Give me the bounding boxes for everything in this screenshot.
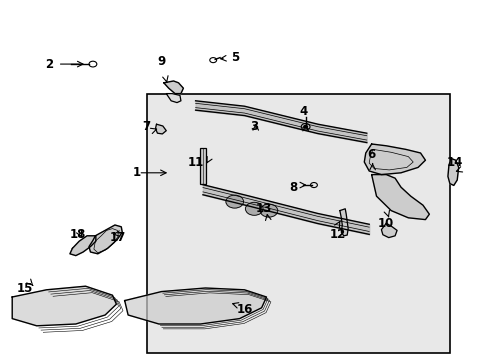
Text: 14: 14 bbox=[446, 156, 462, 168]
Polygon shape bbox=[70, 236, 96, 256]
Text: 3: 3 bbox=[250, 120, 258, 132]
Text: 2: 2 bbox=[45, 58, 53, 71]
Polygon shape bbox=[381, 223, 396, 238]
Circle shape bbox=[260, 204, 277, 217]
Text: 10: 10 bbox=[377, 217, 394, 230]
Circle shape bbox=[245, 202, 263, 215]
Polygon shape bbox=[124, 288, 266, 324]
Text: 5: 5 bbox=[230, 51, 238, 64]
Polygon shape bbox=[371, 175, 428, 220]
Polygon shape bbox=[12, 286, 116, 326]
Text: 16: 16 bbox=[236, 303, 252, 316]
Text: 6: 6 bbox=[367, 148, 375, 161]
Polygon shape bbox=[163, 81, 183, 94]
Polygon shape bbox=[89, 225, 122, 254]
Text: 11: 11 bbox=[187, 156, 203, 168]
Text: 4: 4 bbox=[299, 105, 306, 118]
Bar bbox=[200, 148, 206, 184]
Circle shape bbox=[303, 125, 307, 128]
Text: 13: 13 bbox=[255, 202, 272, 215]
Polygon shape bbox=[155, 124, 166, 134]
Text: 12: 12 bbox=[328, 228, 345, 240]
Text: 7: 7 bbox=[142, 120, 150, 132]
Text: 17: 17 bbox=[109, 231, 125, 244]
Polygon shape bbox=[339, 209, 347, 236]
Text: 9: 9 bbox=[157, 55, 165, 68]
Circle shape bbox=[225, 195, 243, 208]
Text: 15: 15 bbox=[16, 282, 33, 294]
Polygon shape bbox=[166, 94, 181, 103]
Text: 1: 1 bbox=[133, 166, 141, 179]
Polygon shape bbox=[364, 144, 425, 175]
Polygon shape bbox=[447, 158, 458, 185]
Bar bbox=[146, 94, 449, 353]
Text: 18: 18 bbox=[70, 228, 86, 240]
Text: 8: 8 bbox=[289, 181, 297, 194]
